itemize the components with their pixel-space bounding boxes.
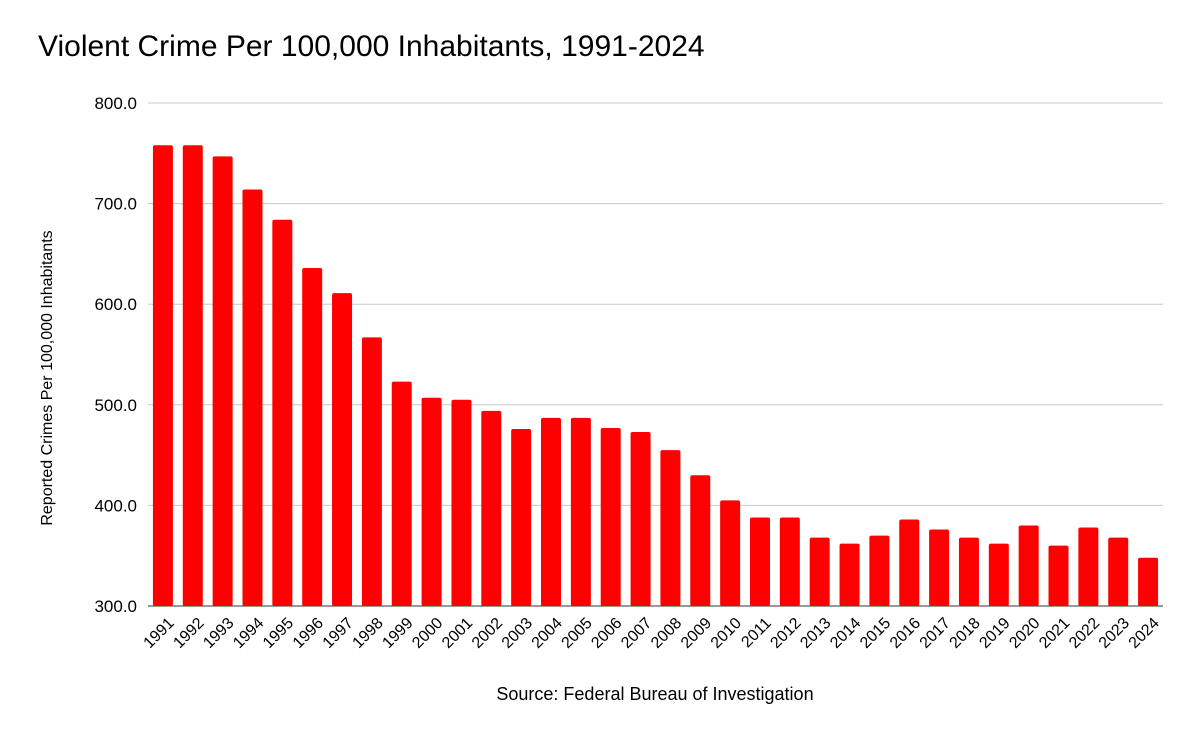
y-tick-label: 800.0 [94, 94, 137, 113]
bar [1018, 525, 1039, 606]
x-tick-label: 2015 [857, 615, 894, 652]
bar [929, 529, 950, 606]
bar [1048, 545, 1069, 606]
x-tick-label: 2009 [678, 615, 715, 652]
x-tick-label: 1992 [170, 615, 207, 652]
y-tick-label: 300.0 [94, 597, 137, 616]
x-tick-label: 2007 [618, 615, 655, 652]
bar [152, 145, 173, 606]
y-axis-label: Reported Crimes Per 100,000 Inhabitants [39, 230, 56, 525]
bar [212, 156, 233, 606]
x-tick-labels: 1991199219931994199519961997199819992000… [141, 615, 1163, 652]
bar [541, 417, 562, 606]
x-tick-label: 2012 [767, 615, 804, 652]
x-tick-label: 1997 [320, 615, 357, 652]
bar [182, 145, 203, 606]
bar [600, 427, 621, 606]
x-tick-label: 2013 [797, 615, 834, 652]
bar [1108, 537, 1129, 606]
gridlines [148, 102, 1163, 607]
x-tick-label: 1993 [200, 615, 237, 652]
bar [988, 543, 1009, 606]
x-tick-label: 1994 [230, 615, 267, 652]
x-tick-label: 2024 [1126, 615, 1163, 652]
chart-title: Violent Crime Per 100,000 Inhabitants, 1… [38, 30, 705, 63]
bars [152, 145, 1159, 607]
bar [451, 399, 472, 606]
x-tick-label: 1991 [141, 615, 178, 652]
x-tick-label: 2018 [947, 615, 984, 652]
bar [749, 517, 770, 606]
x-axis-label: Source: Federal Bureau of Investigation [496, 684, 813, 704]
x-tick-label: 2005 [559, 615, 596, 652]
bar [511, 428, 532, 606]
x-tick-label: 2021 [1036, 615, 1073, 652]
y-tick-labels: 300.0 400.0 500.0 600.0 700.0 800.0 [94, 94, 137, 616]
x-tick-label: 2014 [827, 615, 864, 652]
x-tick-label: 2000 [409, 615, 446, 652]
bar [660, 450, 681, 606]
bar [481, 410, 502, 606]
x-tick-label: 2023 [1096, 615, 1133, 652]
bar [720, 500, 741, 606]
x-tick-label: 1999 [379, 615, 416, 652]
x-tick-label: 2010 [708, 615, 745, 652]
bar [899, 519, 920, 606]
x-tick-label: 2001 [439, 615, 476, 652]
bar [690, 475, 711, 606]
x-tick-label: 2002 [469, 615, 506, 652]
x-tick-label: 2004 [529, 615, 566, 652]
bar [272, 219, 293, 607]
bar [1138, 557, 1159, 606]
x-tick-label: 2008 [648, 615, 685, 652]
x-tick-label: 1998 [350, 615, 387, 652]
y-tick-label: 600.0 [94, 295, 137, 314]
x-tick-label: 2003 [499, 615, 536, 652]
bar [302, 267, 323, 606]
y-tick-label: 700.0 [94, 195, 137, 214]
bar [332, 293, 353, 606]
x-tick-label: 2006 [588, 615, 625, 652]
y-tick-label: 400.0 [94, 496, 137, 515]
bar [869, 535, 890, 606]
x-tick-label: 2020 [1006, 615, 1043, 652]
bar [421, 397, 442, 606]
bar [1078, 527, 1099, 606]
x-tick-label: 2017 [917, 615, 954, 652]
bar [809, 537, 830, 606]
x-tick-label: 2022 [1066, 615, 1103, 652]
x-tick-label: 2016 [887, 615, 924, 652]
bar [361, 337, 382, 606]
bar [630, 431, 651, 606]
x-tick-label: 1995 [260, 615, 297, 652]
bar [242, 189, 263, 607]
bar [839, 543, 860, 606]
x-tick-label: 2011 [738, 615, 774, 651]
x-tick-label: 1996 [290, 615, 327, 652]
y-tick-label: 500.0 [94, 396, 137, 415]
bar [779, 517, 800, 606]
x-tick-label: 2019 [976, 615, 1013, 652]
bar [391, 381, 412, 606]
bar [958, 537, 979, 606]
bar [570, 417, 591, 606]
